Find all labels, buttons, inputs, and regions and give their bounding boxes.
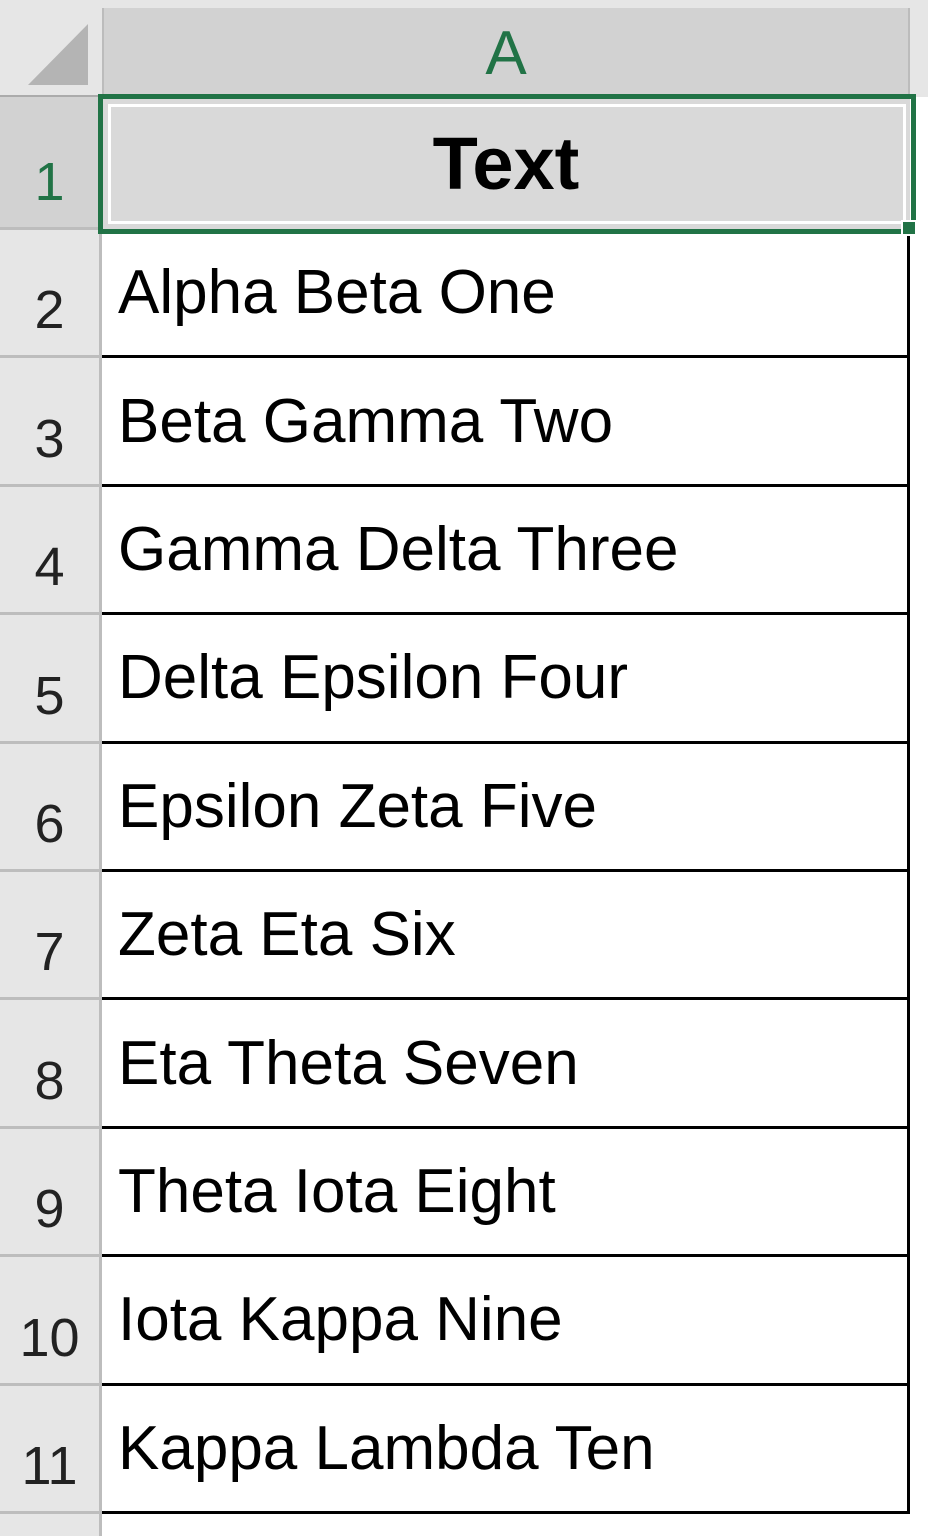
- cell-a8[interactable]: Eta Theta Seven: [102, 1000, 910, 1129]
- row-header-12[interactable]: [0, 1514, 102, 1536]
- cell-a5[interactable]: Delta Epsilon Four: [102, 615, 910, 744]
- row-header-5[interactable]: 5: [0, 615, 102, 744]
- cell-a2[interactable]: Alpha Beta One: [102, 230, 910, 359]
- select-all-triangle-icon: [28, 24, 88, 85]
- cell-a7[interactable]: Zeta Eta Six: [102, 872, 910, 1001]
- cell-a9[interactable]: Theta Iota Eight: [102, 1128, 910, 1258]
- cell-a3[interactable]: Beta Gamma Two: [102, 358, 910, 487]
- cell-a10[interactable]: Iota Kappa Nine: [102, 1257, 910, 1386]
- row-header-8[interactable]: 8: [0, 1000, 102, 1129]
- row-header-9[interactable]: 9: [0, 1128, 102, 1258]
- column-header-a[interactable]: A: [102, 8, 910, 97]
- cell-a12[interactable]: [102, 1514, 928, 1536]
- row-header-10[interactable]: 10: [0, 1257, 102, 1386]
- cell-a4[interactable]: Gamma Delta Three: [102, 486, 910, 616]
- row-header-2[interactable]: 2: [0, 230, 102, 359]
- row-header-7[interactable]: 7: [0, 872, 102, 1001]
- cell-a11[interactable]: Kappa Lambda Ten: [102, 1385, 910, 1514]
- row-header-4[interactable]: 4: [0, 486, 102, 616]
- fill-handle[interactable]: [901, 220, 917, 236]
- row-header-1[interactable]: 1: [0, 97, 102, 230]
- row-header-6[interactable]: 6: [0, 743, 102, 872]
- select-all-button[interactable]: [0, 0, 102, 97]
- row-header-3[interactable]: 3: [0, 358, 102, 487]
- cell-a6[interactable]: Epsilon Zeta Five: [102, 743, 910, 872]
- cell-a1[interactable]: Text: [102, 97, 910, 230]
- row-header-11[interactable]: 11: [0, 1385, 102, 1514]
- grid-background: [910, 97, 928, 1536]
